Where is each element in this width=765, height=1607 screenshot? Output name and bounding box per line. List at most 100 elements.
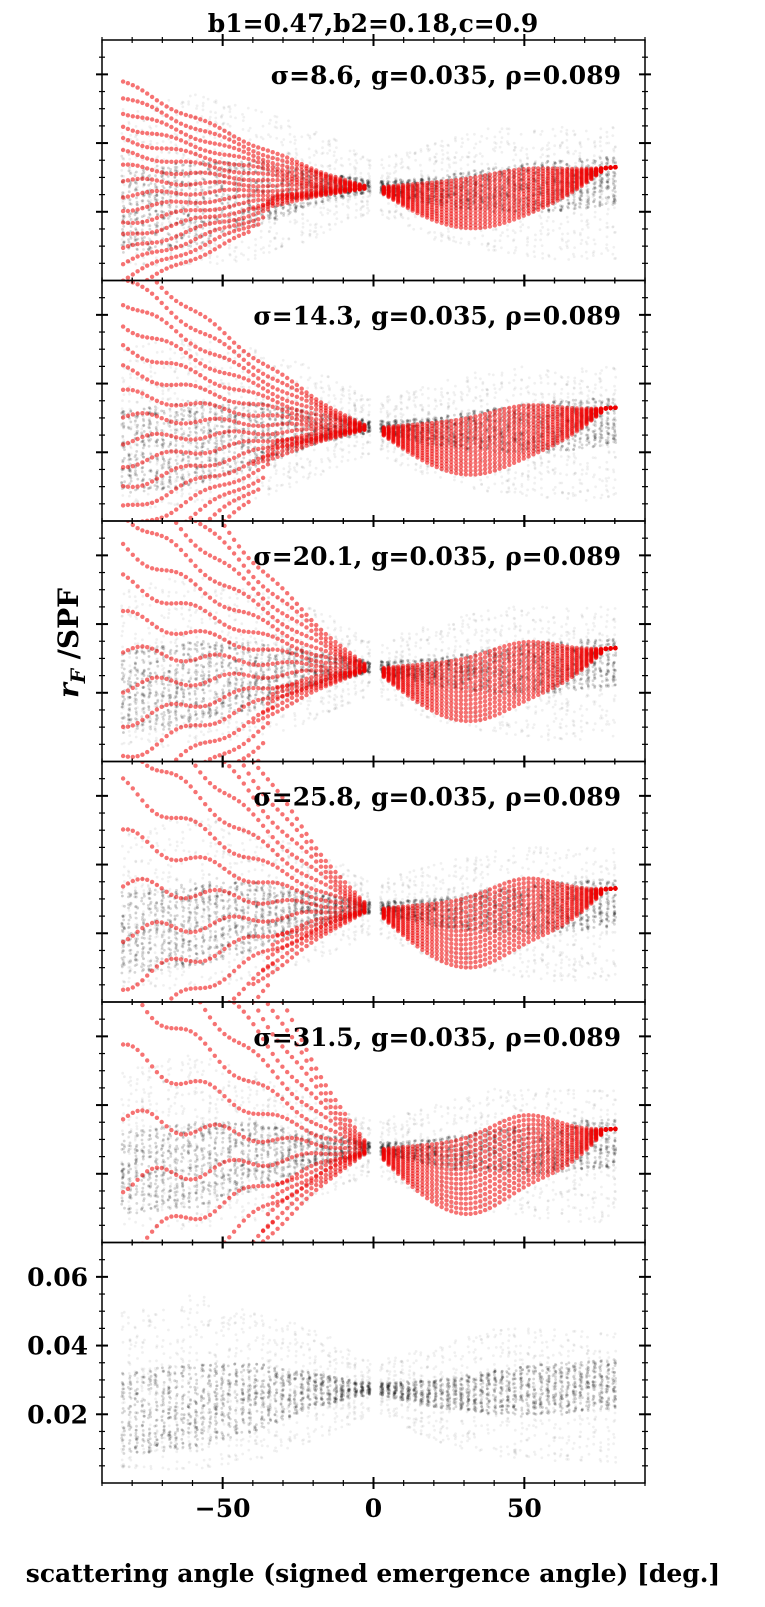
observed-point bbox=[314, 203, 318, 207]
observed-point bbox=[340, 220, 343, 224]
observed-point bbox=[426, 144, 430, 148]
observed-point bbox=[148, 125, 152, 128]
observed-point bbox=[123, 139, 126, 143]
observed-point bbox=[253, 249, 257, 253]
model-point bbox=[188, 216, 193, 222]
observed-point bbox=[286, 151, 290, 155]
model-point bbox=[260, 193, 266, 198]
observed-point bbox=[154, 225, 158, 229]
model-point bbox=[154, 249, 160, 254]
observed-point bbox=[532, 146, 535, 150]
observed-point bbox=[446, 227, 450, 231]
observed-point bbox=[287, 119, 290, 123]
observed-point bbox=[235, 220, 239, 224]
observed-point bbox=[395, 209, 398, 213]
observed-point bbox=[127, 169, 131, 173]
model-point bbox=[212, 179, 217, 185]
model-point bbox=[154, 271, 160, 276]
observed-point bbox=[361, 195, 365, 199]
observed-point bbox=[208, 256, 212, 260]
model-point bbox=[260, 189, 266, 194]
observed-point bbox=[499, 140, 503, 144]
model-point bbox=[241, 208, 246, 213]
model-point bbox=[241, 193, 246, 198]
observed-point bbox=[122, 251, 125, 254]
model-point bbox=[198, 224, 203, 229]
observed-point bbox=[133, 239, 137, 243]
observed-point bbox=[142, 247, 145, 251]
observed-point bbox=[346, 216, 350, 219]
observed-point bbox=[248, 204, 251, 208]
observed-point bbox=[366, 195, 370, 199]
model-point bbox=[169, 255, 174, 260]
observed-point bbox=[213, 242, 217, 245]
observed-point bbox=[154, 185, 158, 189]
observed-point bbox=[221, 229, 225, 233]
observed-point bbox=[346, 213, 350, 217]
observed-point bbox=[279, 124, 283, 128]
observed-point bbox=[169, 195, 173, 198]
model-point bbox=[169, 223, 174, 229]
observed-point bbox=[233, 166, 236, 170]
observed-point bbox=[195, 107, 198, 110]
observed-point bbox=[169, 252, 173, 256]
observed-point bbox=[593, 215, 597, 219]
observed-point bbox=[274, 247, 278, 251]
observed-point bbox=[387, 176, 391, 179]
observed-point bbox=[149, 198, 153, 202]
observed-point bbox=[294, 208, 298, 212]
observed-point bbox=[361, 191, 364, 195]
observed-point bbox=[348, 195, 352, 198]
observed-point bbox=[611, 170, 615, 174]
observed-point bbox=[366, 181, 370, 185]
observed-point bbox=[173, 169, 177, 173]
observed-point bbox=[572, 152, 575, 156]
observed-point bbox=[387, 202, 390, 205]
model-point bbox=[135, 176, 140, 182]
model-point bbox=[236, 209, 242, 215]
observed-point bbox=[181, 100, 184, 104]
observed-point bbox=[335, 217, 339, 221]
model-point bbox=[227, 238, 232, 243]
model-point bbox=[145, 263, 150, 268]
observed-point bbox=[607, 170, 610, 174]
observed-point bbox=[512, 149, 516, 152]
observed-point bbox=[447, 163, 451, 167]
model-point bbox=[217, 220, 222, 225]
observed-point bbox=[253, 257, 257, 260]
model-point bbox=[178, 261, 184, 266]
observed-point bbox=[169, 214, 172, 218]
observed-point bbox=[129, 225, 133, 228]
observed-point bbox=[526, 162, 529, 166]
observed-point bbox=[154, 209, 158, 213]
observed-point bbox=[207, 168, 210, 172]
observed-point bbox=[353, 153, 357, 157]
observed-point bbox=[141, 201, 145, 205]
observed-point bbox=[539, 229, 542, 233]
observed-point bbox=[216, 177, 219, 181]
observed-point bbox=[201, 195, 205, 199]
observed-point bbox=[153, 166, 157, 170]
observed-point bbox=[136, 203, 139, 207]
observed-point bbox=[173, 176, 177, 180]
observed-point bbox=[612, 179, 616, 183]
observed-point bbox=[134, 186, 138, 190]
observed-point bbox=[448, 175, 451, 179]
model-point bbox=[164, 171, 169, 176]
observed-point bbox=[312, 153, 316, 157]
observed-point bbox=[201, 196, 205, 200]
observed-point bbox=[187, 100, 191, 104]
observed-point bbox=[129, 212, 133, 215]
observed-point bbox=[361, 191, 365, 195]
model-point bbox=[251, 212, 256, 217]
observed-point bbox=[366, 182, 370, 186]
model-point bbox=[178, 191, 184, 197]
observed-point bbox=[511, 229, 515, 233]
observed-point bbox=[267, 215, 270, 219]
observed-point bbox=[180, 258, 184, 262]
observed-point bbox=[189, 244, 193, 248]
observed-point bbox=[434, 176, 438, 180]
observed-point bbox=[605, 161, 608, 165]
observed-point bbox=[133, 174, 137, 178]
observed-point bbox=[526, 157, 529, 161]
